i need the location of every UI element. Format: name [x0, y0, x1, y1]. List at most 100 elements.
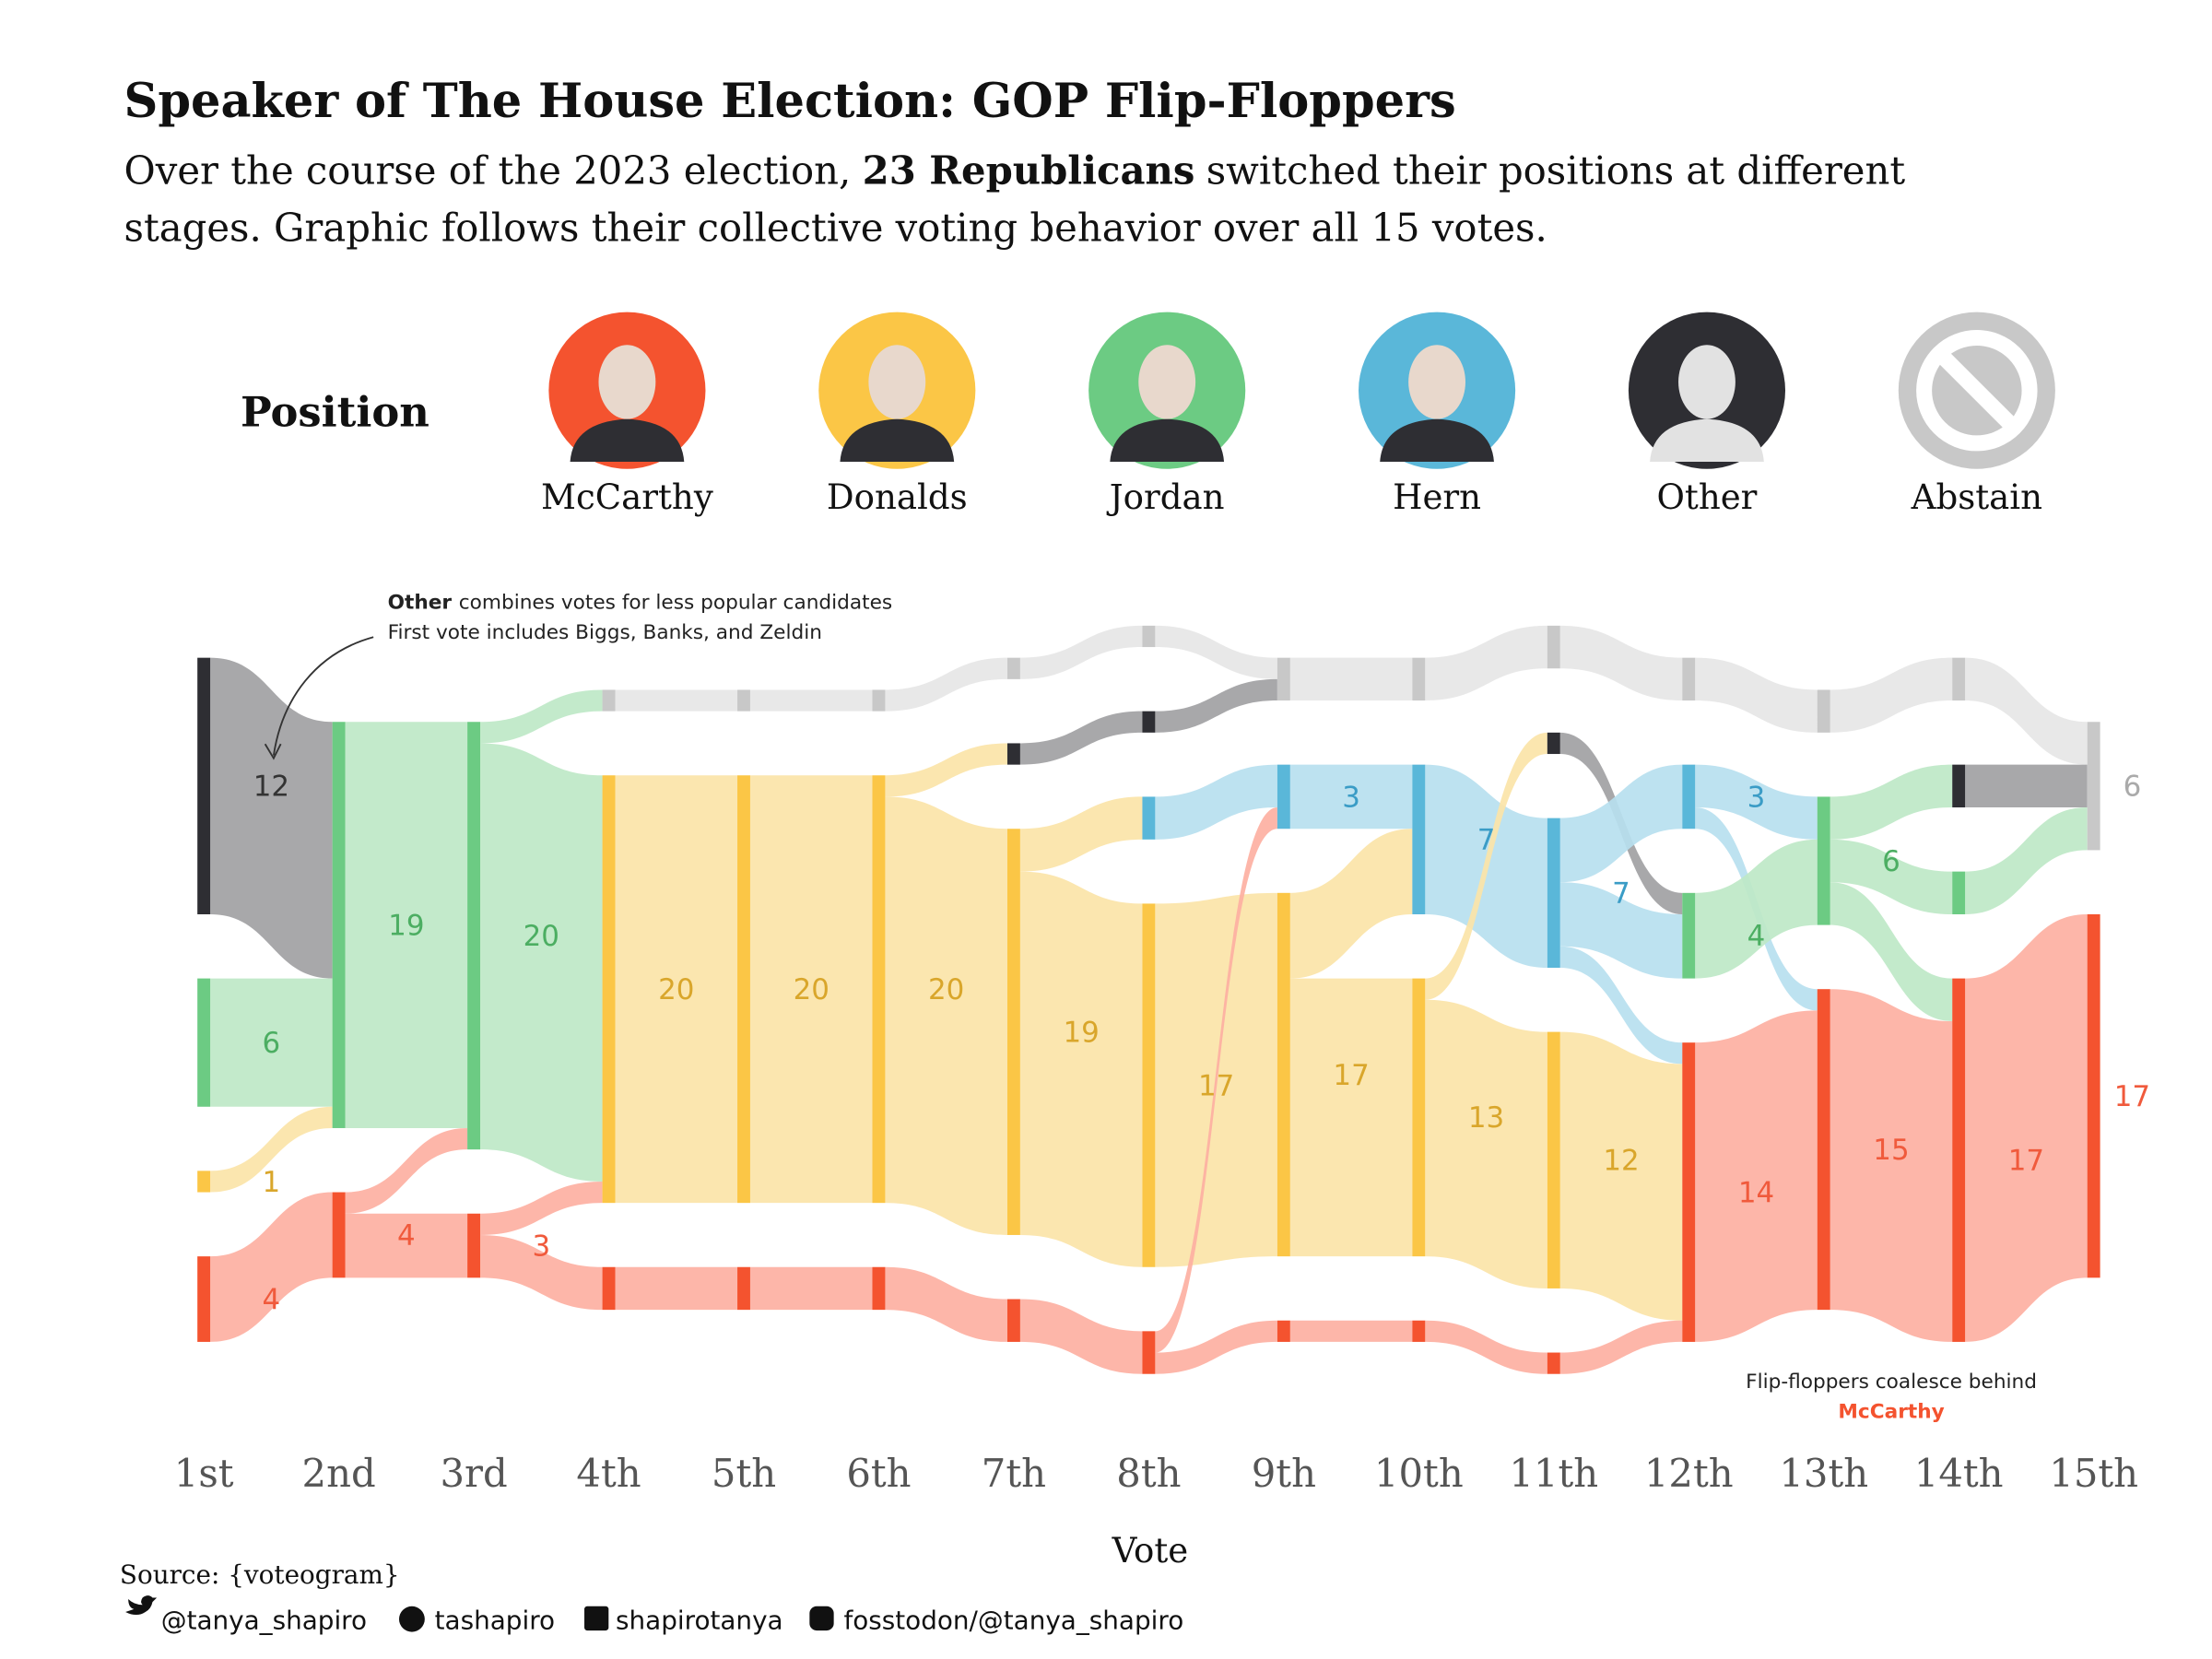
github-icon — [398, 1606, 425, 1632]
bar — [1142, 1331, 1156, 1374]
flow — [1289, 829, 1413, 979]
legend-icon-head — [1138, 345, 1196, 419]
chart-title: Speaker of The House Election: GOP Flip-… — [124, 74, 1456, 129]
data-label: 6 — [2124, 771, 2142, 804]
bar — [1682, 764, 1696, 830]
flow — [1559, 1031, 1683, 1321]
flow — [1830, 657, 1953, 733]
bar — [737, 775, 750, 1204]
data-label: 1 — [263, 1166, 281, 1199]
social: @tanya_shapiro — [161, 1606, 367, 1636]
bar — [602, 689, 616, 712]
legend-label: Jordan — [1106, 477, 1225, 517]
bar — [1952, 871, 1966, 915]
bar — [1547, 1031, 1560, 1288]
bar — [872, 775, 886, 1204]
bar — [1547, 1352, 1560, 1374]
subtitle-part: switched their positions at different — [1206, 147, 1906, 193]
x-tick-label: 14th — [1914, 1451, 2004, 1496]
bar — [1682, 657, 1696, 701]
mastodon-icon — [809, 1606, 834, 1631]
flow — [1559, 946, 1683, 1065]
bar — [197, 657, 211, 915]
legend-icon-ring — [1916, 329, 2038, 452]
bar — [197, 1171, 211, 1193]
bar — [1547, 818, 1560, 968]
flow — [885, 796, 1007, 1235]
bar — [1142, 625, 1156, 648]
data-label: 7 — [1477, 824, 1496, 857]
legend-label: Abstain — [1911, 477, 2042, 517]
flow — [345, 1213, 468, 1278]
bar — [737, 689, 750, 712]
flow — [1695, 657, 1818, 733]
flow — [1425, 732, 1547, 1000]
data-label: 17 — [1333, 1059, 1369, 1092]
x-axis-title: Vote — [1112, 1531, 1189, 1571]
flow — [1695, 1010, 1818, 1342]
bar — [602, 775, 616, 1204]
flow — [1965, 914, 2088, 1342]
flow — [480, 1181, 603, 1235]
bar — [1817, 796, 1830, 925]
bar — [1682, 892, 1696, 979]
flow — [615, 775, 738, 1204]
socials: @tanya_shapiro tashapiro shapirotanya fo… — [125, 1595, 1183, 1636]
flow — [615, 689, 738, 712]
legend-label: Hern — [1393, 477, 1481, 517]
labels: 4 1 6 12 4 19 3 20 20 20 20 19 17 17 3 13 7 12 7 14 4 3 15 6 17 1… — [253, 771, 2150, 1317]
bar — [1277, 764, 1290, 830]
flow — [1965, 657, 2088, 765]
social: fosstodon/@tanya_shapiro — [843, 1606, 1183, 1636]
flow — [1155, 807, 1277, 1353]
bar — [467, 722, 481, 1150]
flow — [210, 1106, 333, 1193]
flow — [1965, 807, 2088, 915]
bars — [197, 625, 2100, 1374]
flow — [1695, 764, 1818, 840]
flow — [1019, 625, 1143, 679]
bar — [2087, 914, 2100, 1278]
legend-icon-body — [840, 418, 955, 463]
flow — [885, 1266, 1007, 1342]
bar — [1142, 903, 1156, 1267]
x-tick-label: 4th — [576, 1451, 641, 1496]
annotation: Flip-floppers coalesce behind — [1746, 1371, 2037, 1394]
legend-icon-body — [1380, 418, 1494, 463]
legend-icon-head — [598, 345, 656, 419]
bar — [1682, 1042, 1696, 1342]
subtitle-part: stages. Graphic follows their collective… — [124, 205, 1547, 250]
annotation: Other combines votes for less popular can… — [388, 591, 893, 643]
annotation-arrowhead — [264, 743, 282, 760]
flow — [885, 743, 1007, 797]
bar — [197, 1256, 211, 1342]
data-label: 20 — [524, 920, 559, 953]
flow — [1289, 657, 1413, 701]
annotation-arrow — [272, 636, 374, 756]
flow — [1830, 989, 1953, 1342]
data-label: 6 — [1882, 845, 1900, 878]
x-tick-label: 9th — [1252, 1451, 1316, 1496]
legend-label: Other — [1656, 477, 1757, 517]
flow — [1289, 764, 1413, 830]
flow — [1559, 625, 1683, 701]
x-tick-label: 7th — [982, 1451, 1046, 1496]
twitter-icon — [125, 1595, 158, 1616]
flows — [210, 625, 2088, 1374]
flow — [1830, 882, 1953, 1021]
bar — [332, 1192, 346, 1278]
bar — [1006, 829, 1020, 1235]
legend-title: Position — [241, 387, 429, 436]
legend-icon-body — [1650, 418, 1764, 463]
bar — [1412, 978, 1426, 1257]
bar — [1006, 743, 1020, 765]
data-label: 7 — [1612, 877, 1630, 911]
flow — [210, 657, 333, 979]
annotation-text: First vote includes Biggs, Banks, and Ze… — [388, 621, 822, 644]
x-tick-label: 13th — [1779, 1451, 1868, 1496]
bar — [1952, 764, 1966, 808]
annotation-highlight: McCarthy — [1838, 1401, 1944, 1424]
linkedin-icon — [584, 1606, 609, 1631]
